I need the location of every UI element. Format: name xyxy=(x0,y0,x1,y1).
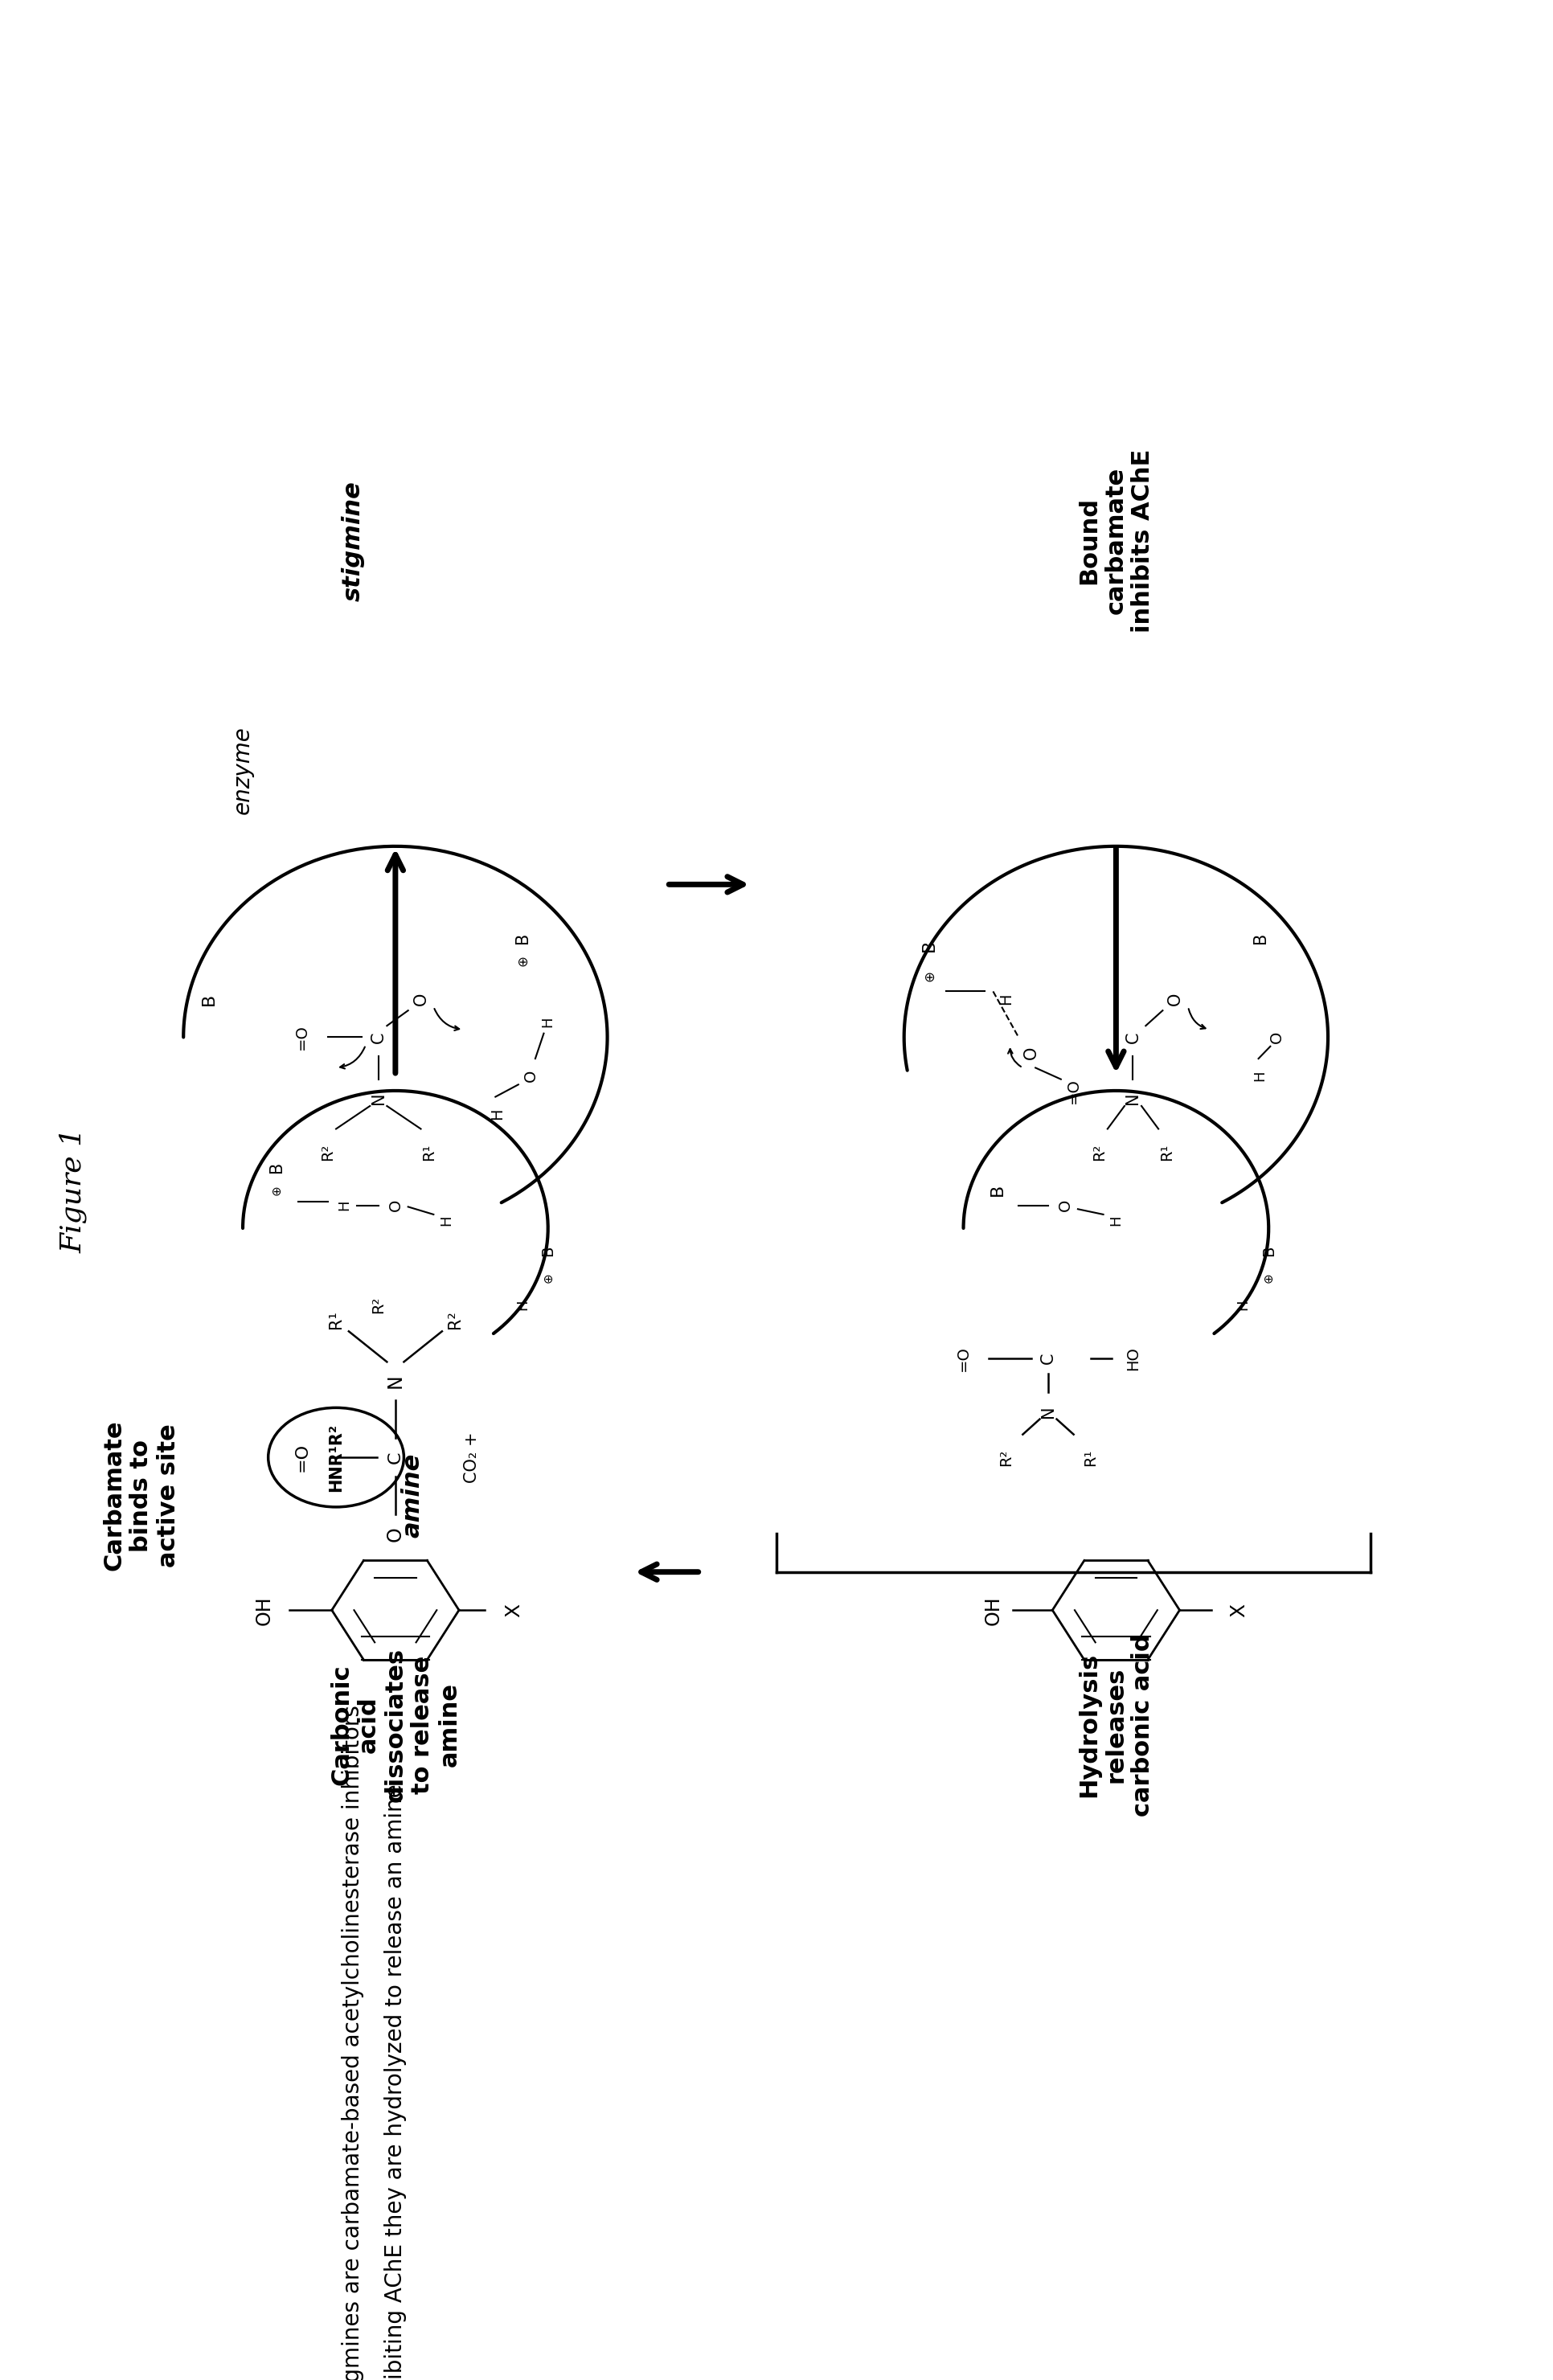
Text: H: H xyxy=(489,1107,505,1119)
Text: H: H xyxy=(1235,1299,1250,1309)
Text: O: O xyxy=(1166,992,1183,1007)
Text: C: C xyxy=(1124,1031,1140,1042)
Text: B: B xyxy=(269,1161,284,1173)
Text: ⊕: ⊕ xyxy=(922,971,936,981)
Text: O: O xyxy=(385,1526,405,1542)
Text: =O: =O xyxy=(295,1023,309,1050)
Text: ⊕: ⊕ xyxy=(542,1273,554,1283)
Text: N: N xyxy=(385,1373,405,1388)
Text: O: O xyxy=(413,992,429,1007)
Text: HNR¹R²: HNR¹R² xyxy=(328,1423,343,1492)
Text: O: O xyxy=(1023,1045,1039,1059)
Text: • Stigmines are carbamate-based acetylcholinesterase inhibitors: • Stigmines are carbamate-based acetylch… xyxy=(342,1704,363,2380)
Text: =O: =O xyxy=(294,1442,311,1471)
Text: B: B xyxy=(921,940,936,952)
Text: R²: R² xyxy=(997,1449,1013,1466)
Text: OH: OH xyxy=(983,1595,1002,1626)
Text: Carbamate
binds to
active site: Carbamate binds to active site xyxy=(102,1421,180,1571)
Text: B: B xyxy=(514,933,530,942)
Text: stigmine: stigmine xyxy=(342,481,365,600)
Text: B: B xyxy=(540,1245,556,1257)
Text: Figure 1: Figure 1 xyxy=(59,1128,87,1252)
Text: – after inhibiting AChE they are hydrolyzed to release an amine: – after inhibiting AChE they are hydroly… xyxy=(384,1783,407,2380)
Text: ⊕: ⊕ xyxy=(270,1185,283,1195)
Text: ⊕: ⊕ xyxy=(516,954,530,966)
Text: H: H xyxy=(516,1299,530,1309)
Text: O: O xyxy=(523,1069,539,1081)
Text: CO₂ +: CO₂ + xyxy=(463,1433,480,1483)
Text: H: H xyxy=(1109,1216,1123,1226)
Text: R²: R² xyxy=(371,1297,385,1314)
Text: C: C xyxy=(1039,1352,1056,1364)
Text: H: H xyxy=(439,1216,453,1226)
Text: R¹: R¹ xyxy=(1082,1449,1098,1466)
Text: Bound
carbamate
inhibits AChE: Bound carbamate inhibits AChE xyxy=(1076,450,1154,633)
Text: R¹: R¹ xyxy=(421,1142,436,1161)
Text: B: B xyxy=(989,1183,1005,1197)
Text: B: B xyxy=(1252,933,1267,942)
Text: enzyme: enzyme xyxy=(231,726,253,814)
Text: C: C xyxy=(387,1452,404,1464)
Text: Hydrolysis
releases
carbonic acid: Hydrolysis releases carbonic acid xyxy=(1076,1633,1154,1816)
Text: amine: amine xyxy=(401,1454,424,1537)
Text: =O: =O xyxy=(955,1345,971,1371)
Text: HO: HO xyxy=(1124,1347,1140,1371)
Text: R¹: R¹ xyxy=(328,1311,343,1328)
Text: R²: R² xyxy=(320,1142,335,1161)
Text: C: C xyxy=(370,1031,387,1042)
Text: O: O xyxy=(1058,1200,1072,1211)
Text: H: H xyxy=(337,1200,351,1211)
Text: N: N xyxy=(1039,1404,1056,1418)
Text: H: H xyxy=(540,1016,554,1028)
Text: X: X xyxy=(1228,1604,1249,1616)
Text: N: N xyxy=(1124,1092,1140,1104)
Text: R¹: R¹ xyxy=(1159,1142,1174,1161)
Text: =O: =O xyxy=(1065,1078,1081,1104)
Text: R²: R² xyxy=(1090,1142,1106,1161)
Text: B: B xyxy=(1261,1245,1275,1257)
Text: Carbonic
acid
dissociates
to release
amine: Carbonic acid dissociates to release ami… xyxy=(329,1647,461,1802)
Text: R²: R² xyxy=(446,1311,463,1328)
Text: B: B xyxy=(200,992,217,1004)
Text: ⊕: ⊕ xyxy=(1263,1273,1273,1283)
Text: N: N xyxy=(370,1092,387,1104)
Text: O: O xyxy=(1269,1031,1284,1042)
Text: H: H xyxy=(997,992,1013,1004)
Text: X: X xyxy=(505,1604,523,1616)
Text: H: H xyxy=(1252,1071,1267,1081)
Text: O: O xyxy=(388,1200,402,1211)
Text: OH: OH xyxy=(255,1595,273,1626)
